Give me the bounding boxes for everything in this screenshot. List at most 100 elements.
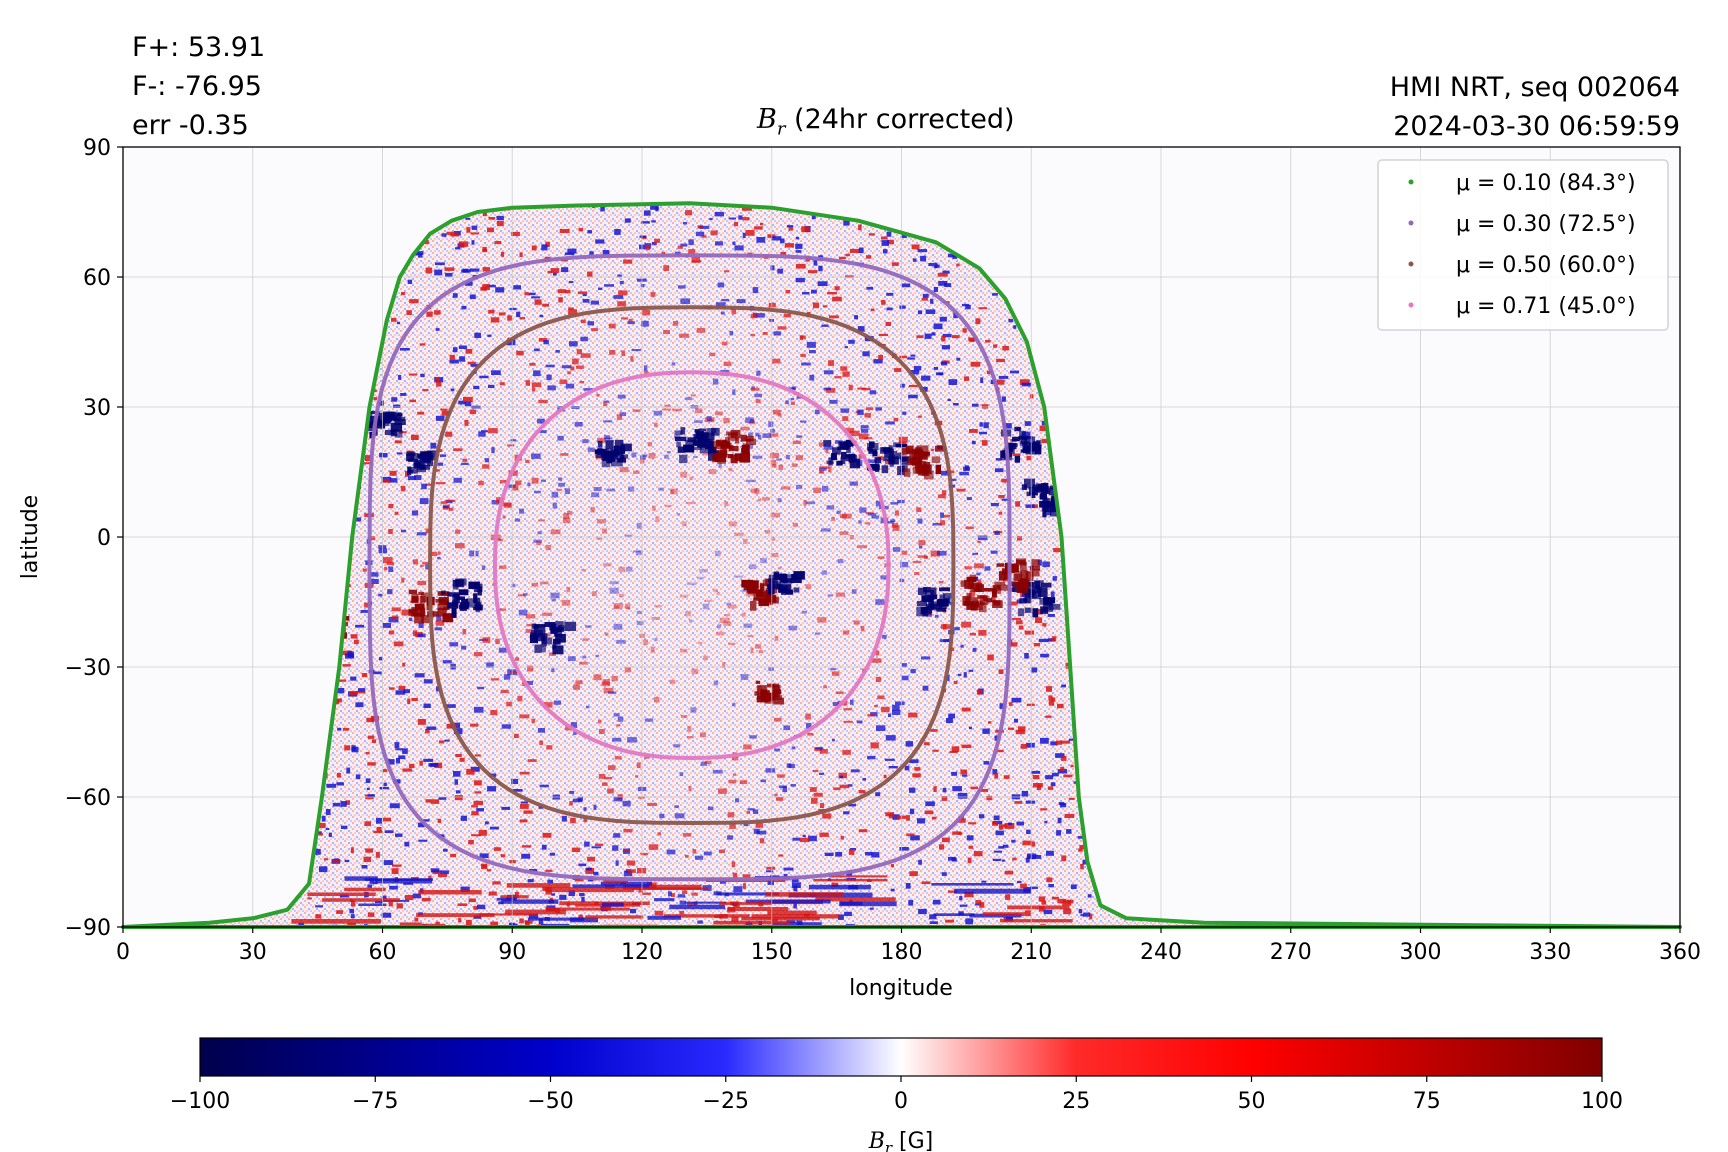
texture-pixel [762,332,768,335]
texture-pixel [697,920,703,924]
texture-pixel [417,411,425,415]
active-region-patch [704,440,714,450]
texture-pixel [993,815,1000,821]
texture-pixel [890,502,899,505]
texture-pixel [796,484,803,489]
texture-pixel [450,388,455,392]
texture-pixel [1047,638,1055,642]
active-region-patch [552,645,564,655]
active-region-patch [1048,488,1056,496]
texture-pixel [534,299,542,305]
texture-pixel [719,881,727,884]
texture-pixel [1002,844,1009,848]
texture-pixel [960,769,967,775]
texture-pixel [690,707,697,713]
texture-pixel [848,384,853,391]
texture-pixel [449,359,459,364]
texture-pixel [904,765,910,771]
texture-pixel [862,778,866,781]
active-region-patch [427,611,439,617]
texture-pixel [1039,425,1048,431]
texture-pixel [379,453,388,458]
texture-pixel [609,587,619,594]
texture-pixel [616,414,623,420]
active-region-patch [1005,562,1011,571]
texture-pixel [623,870,633,877]
texture-pixel [932,899,941,905]
active-region-patch [874,457,882,464]
texture-pixel [732,241,736,245]
texture-pixel [732,702,736,707]
texture-pixel [350,676,357,681]
texture-pixel [1046,850,1054,856]
texture-pixel [892,814,900,820]
texture-pixel [821,485,829,492]
texture-pixel [400,529,407,533]
active-region-patch [620,443,632,452]
texture-pixel [519,252,523,257]
texture-pixel [819,471,823,474]
texture-pixel [422,561,430,565]
texture-pixel [396,321,401,325]
texture-pixel [470,723,479,727]
active-region-patch [1019,598,1027,604]
texture-pixel [559,379,568,384]
active-region-patch [618,454,629,459]
texture-pixel [541,244,548,251]
texture-pixel [969,429,978,433]
texture-pixel [670,488,678,495]
texture-pixel [699,569,708,573]
texture-pixel [975,318,981,325]
active-region-patch [683,444,695,453]
active-region-patch [474,597,481,603]
texture-pixel [1025,800,1036,804]
texture-pixel [957,818,966,823]
texture-pixel [495,638,500,645]
texture-pixel [906,833,915,837]
texture-pixel [1030,886,1038,889]
texture-pixel [770,460,777,466]
active-region-patch [841,451,847,459]
texture-pixel [403,689,410,694]
texture-pixel [383,860,394,865]
texture-pixel [455,754,462,757]
active-region-patch [754,691,759,696]
texture-pixel [1061,855,1067,862]
texture-pixel [582,293,587,297]
texture-pixel [860,425,869,429]
texture-pixel [1026,455,1032,461]
texture-pixel [460,815,467,821]
texture-pixel [1046,877,1053,883]
texture-pixel [1043,909,1053,915]
texture-pixel [321,815,326,822]
texture-pixel [412,893,421,899]
texture-pixel [539,314,544,318]
texture-pixel [840,835,844,840]
texture-pixel [539,784,549,788]
active-region-patch [1002,449,1008,455]
texture-pixel [551,668,555,673]
active-region-patch [728,446,739,452]
texture-pixel [819,832,829,837]
texture-pixel [1016,599,1021,604]
texture-pixel [828,360,834,366]
texture-pixel [1063,908,1072,915]
texture-pixel [551,893,555,896]
texture-pixel [777,268,784,274]
texture-pixel [436,381,442,387]
texture-pixel [1008,702,1013,706]
texture-pixel [511,231,520,237]
texture-pixel [742,217,750,221]
texture-pixel [953,680,958,685]
texture-pixel [318,823,326,828]
texture-pixel [381,912,392,918]
texture-pixel [785,290,791,294]
texture-pixel [1048,884,1054,888]
texture-pixel [523,593,528,596]
texture-pixel [435,262,445,266]
texture-pixel [760,779,766,783]
texture-pixel [937,494,946,499]
polar-streak [685,901,727,904]
texture-pixel [908,394,918,399]
texture-pixel [579,381,585,384]
